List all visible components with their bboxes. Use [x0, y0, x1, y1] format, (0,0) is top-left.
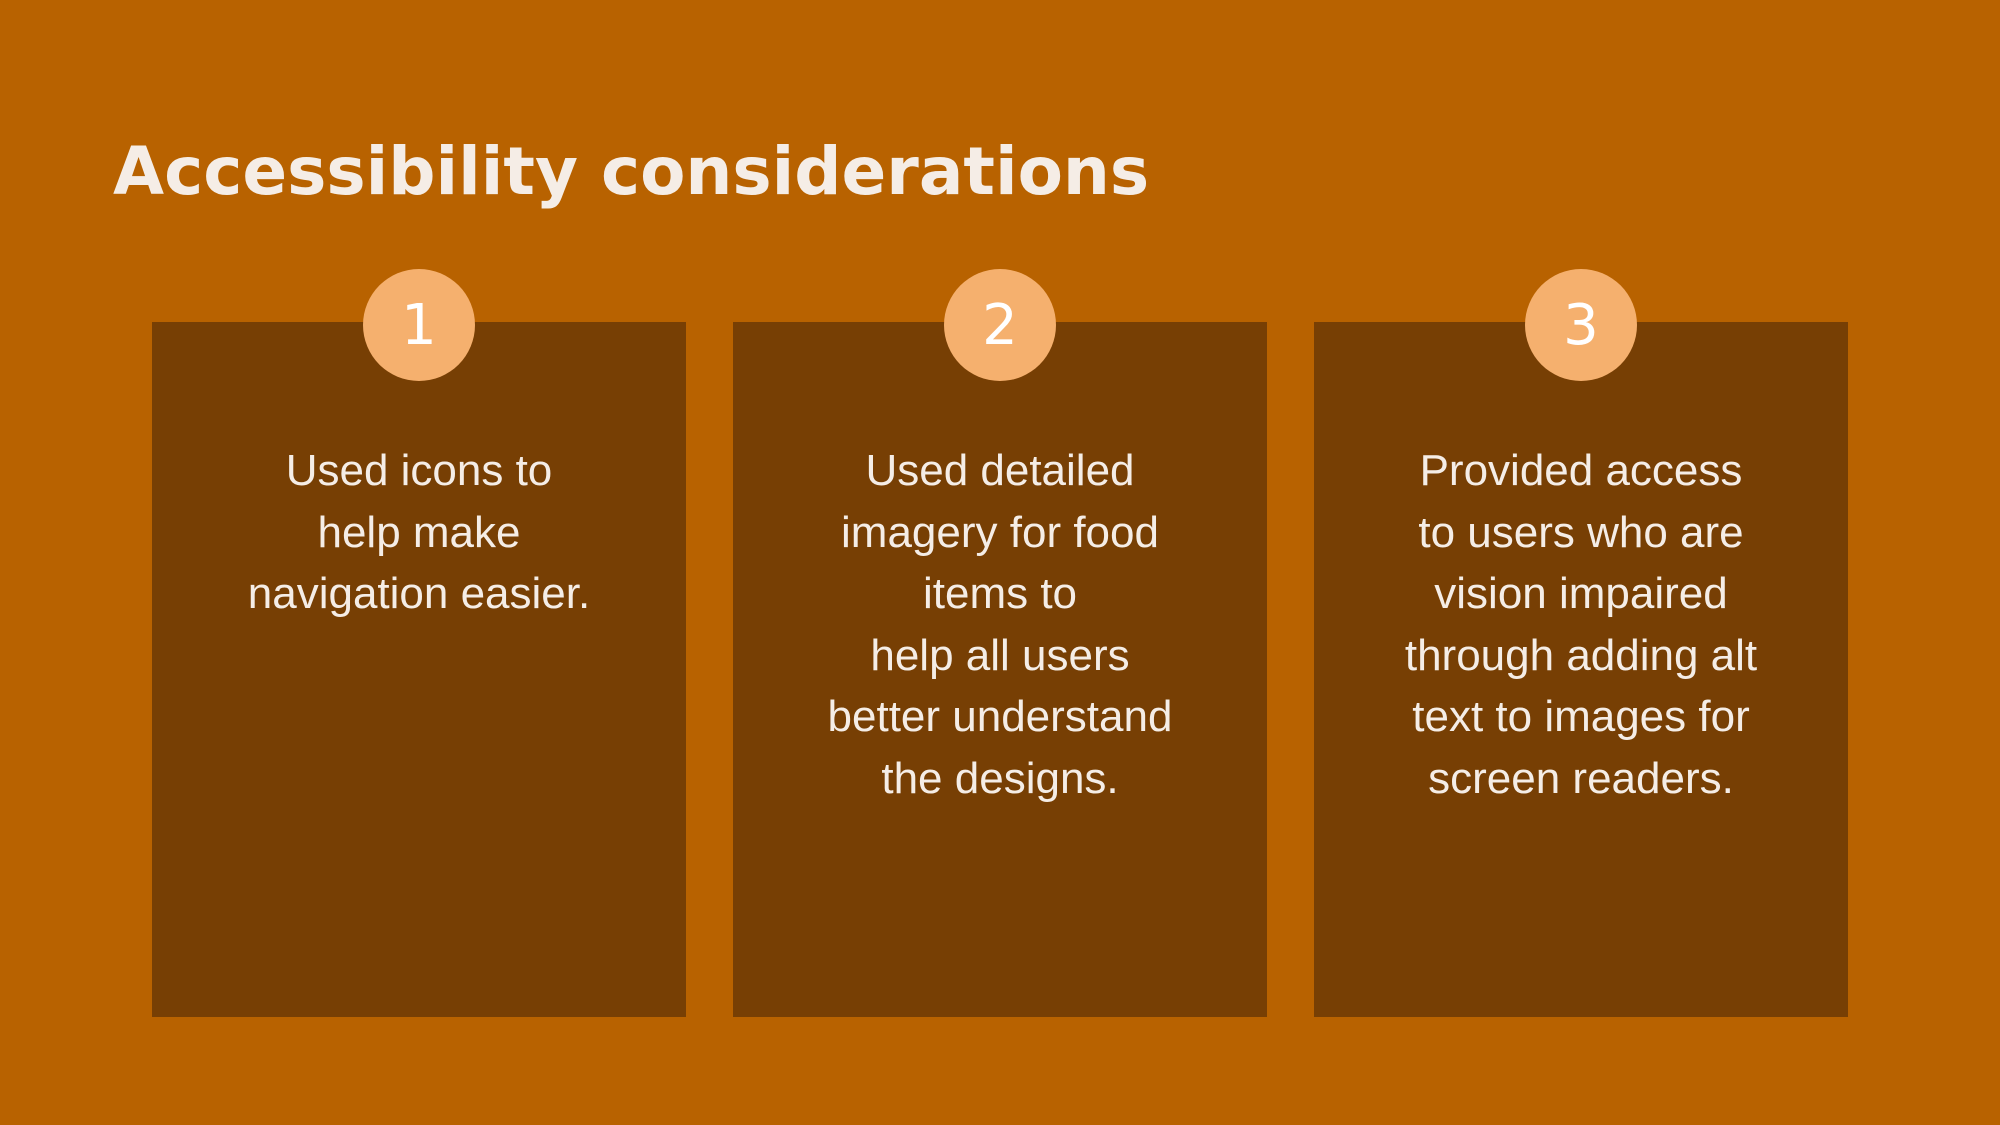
consideration-card-3: 3 Provided access to users who are visio… — [1314, 269, 1848, 1017]
card-text-line: better understand — [827, 692, 1173, 741]
card-text-line: through adding alt — [1404, 630, 1758, 680]
card-text-line: Used icons to — [285, 446, 553, 495]
card-text-line: screen readers. — [1428, 753, 1734, 803]
card-description: Used icons to help make navigation easie… — [172, 440, 666, 625]
card-text-line: imagery for food — [841, 507, 1159, 557]
card-text-line: items to — [922, 569, 1078, 618]
card-text-line: the designs. — [881, 753, 1119, 803]
card-text-line: Used detailed — [865, 446, 1135, 495]
card-text-line: help make — [317, 507, 521, 557]
consideration-card-1: 1 Used icons to help make navigation eas… — [152, 269, 686, 1017]
slide-title: Accessibility considerations — [113, 133, 1150, 210]
card-description: Provided access to users who are vision … — [1334, 440, 1828, 809]
card-text-line: Provided access — [1419, 446, 1743, 495]
consideration-card-2: 2 Used detailed imagery for food items t… — [733, 269, 1267, 1017]
card-description: Used detailed imagery for food items to … — [753, 440, 1247, 809]
number-badge: 2 — [944, 269, 1056, 381]
number-badge: 1 — [363, 269, 475, 381]
card-text-line: navigation easier. — [247, 569, 591, 618]
number-badge: 3 — [1525, 269, 1637, 381]
card-text-line: help all users — [870, 630, 1130, 680]
card-text-line: text to images for — [1412, 692, 1750, 741]
card-text-line: to users who are — [1418, 507, 1744, 557]
card-text-line: vision impaired — [1434, 569, 1728, 618]
